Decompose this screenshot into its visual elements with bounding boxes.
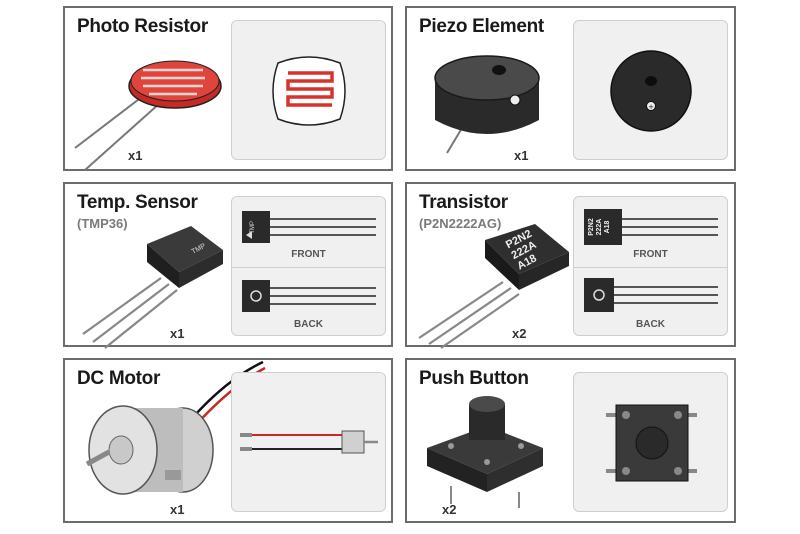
card-piezo-element: Piezo Element x1 + bbox=[405, 6, 736, 171]
quantity-label: x2 bbox=[442, 502, 457, 517]
card-subtitle: (P2N2222AG) bbox=[419, 216, 502, 231]
push-button-top-view bbox=[606, 404, 697, 482]
quantity-label: x2 bbox=[512, 326, 527, 341]
card-dc-motor: DC Motor x1 bbox=[63, 358, 393, 523]
temp-sensor-illustration: TMP bbox=[82, 226, 223, 349]
panel-divider bbox=[232, 267, 385, 268]
photo-resistor-illustration bbox=[74, 60, 222, 171]
card-title: Temp. Sensor bbox=[77, 192, 198, 213]
quantity-label: x1 bbox=[170, 502, 185, 517]
piezo-top-view: + bbox=[610, 50, 692, 132]
piezo-illustration bbox=[434, 55, 540, 154]
temp-sensor-front-view: TMP bbox=[242, 211, 376, 243]
svg-text:+: + bbox=[648, 103, 654, 111]
panel-divider bbox=[574, 267, 727, 268]
front-chip-marking: TMP bbox=[250, 221, 256, 234]
piezo-top-view-panel: + bbox=[573, 20, 728, 160]
photo-resistor-top-view bbox=[272, 56, 346, 126]
front-chip-line-1: P2N2 bbox=[588, 218, 595, 236]
card-push-button: Push Button x2 bbox=[405, 358, 736, 523]
card-temp-sensor: Temp. Sensor (TMP36) TMP x1 TMP FRONT BA… bbox=[63, 182, 393, 349]
card-title: Photo Resistor bbox=[77, 16, 208, 37]
dc-motor-top-view bbox=[240, 430, 378, 454]
card-title: Push Button bbox=[419, 368, 529, 389]
front-chip-line-3: A18 bbox=[604, 220, 611, 233]
back-label: BACK bbox=[636, 319, 665, 330]
transistor-front-view: P2N2 222A A18 bbox=[584, 209, 718, 245]
quantity-label: x1 bbox=[128, 148, 143, 163]
card-photo-resistor: Photo Resistor x1 bbox=[63, 6, 393, 171]
card-title: Piezo Element bbox=[419, 16, 544, 37]
card-title: DC Motor bbox=[77, 368, 161, 389]
front-label: FRONT bbox=[291, 249, 326, 260]
back-label: BACK bbox=[294, 319, 323, 330]
photo-resistor-top-view-panel bbox=[231, 20, 386, 160]
front-label: FRONT bbox=[633, 249, 668, 260]
card-transistor: Transistor (P2N2222AG) P2N2 222A A18 x2 … bbox=[405, 182, 736, 349]
quantity-label: x1 bbox=[170, 326, 185, 341]
dc-motor-illustration bbox=[85, 360, 266, 495]
quantity-label: x1 bbox=[514, 148, 529, 163]
dc-motor-top-view-panel bbox=[231, 372, 386, 512]
transistor-illustration: P2N2 222A A18 bbox=[418, 224, 569, 349]
transistor-back-view bbox=[584, 278, 718, 312]
temp-sensor-back-view bbox=[242, 280, 376, 312]
push-button-illustration bbox=[427, 396, 543, 508]
transistor-views-panel: P2N2 222A A18 FRONT BACK bbox=[573, 196, 728, 336]
front-chip-line-2: 222A bbox=[596, 219, 603, 236]
temp-sensor-views-panel: TMP FRONT BACK bbox=[231, 196, 386, 336]
card-subtitle: (TMP36) bbox=[77, 216, 128, 231]
card-title: Transistor bbox=[419, 192, 508, 213]
push-button-top-view-panel bbox=[573, 372, 728, 512]
